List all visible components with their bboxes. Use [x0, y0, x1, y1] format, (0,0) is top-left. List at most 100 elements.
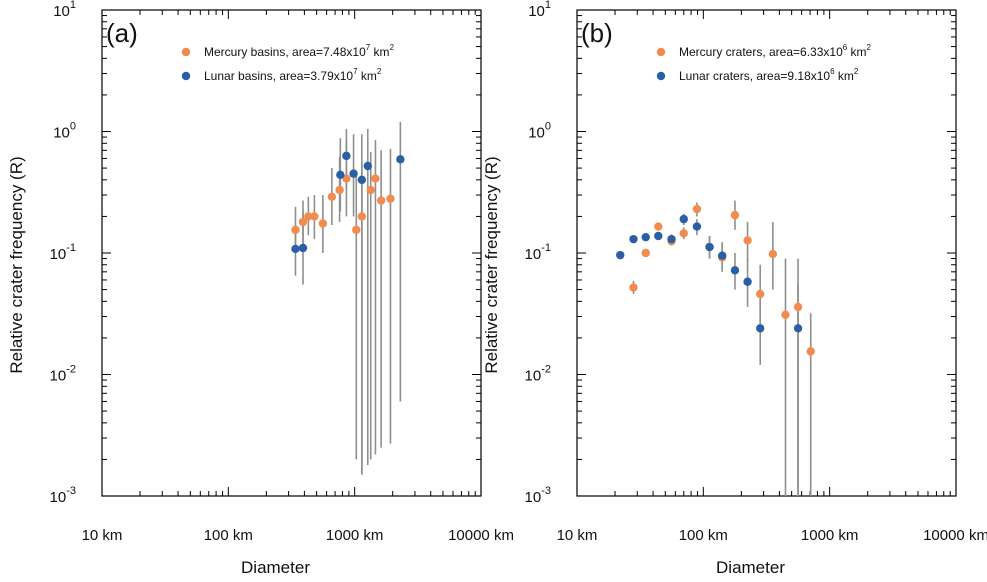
data-point	[342, 151, 351, 161]
x-tick-label: 100 km	[204, 527, 253, 544]
data-point	[781, 310, 790, 319]
y-tick-label: 100	[528, 121, 551, 142]
data-point	[318, 219, 328, 228]
y-tick-label: 10-3	[525, 485, 551, 506]
y-tick-base: 10	[528, 3, 545, 20]
legend-unit-exponent: 2	[390, 43, 395, 52]
legend-text: Mercury basins, area=7.48x10	[204, 45, 366, 59]
data-point	[641, 232, 650, 242]
legend-marker	[656, 71, 666, 81]
panel-label: (a)	[106, 18, 138, 48]
legend-text: Lunar basins, area=3.79x10	[204, 69, 353, 83]
y-tick-base: 10	[50, 246, 67, 263]
y-tick-exponent: 0	[545, 121, 551, 133]
data-point	[756, 289, 765, 299]
panel-label: (b)	[581, 18, 613, 48]
data-point	[743, 236, 752, 245]
y-tick-label: 10-2	[50, 364, 76, 385]
data-point	[667, 234, 676, 244]
data-point	[730, 266, 740, 275]
legend-marker	[656, 47, 666, 57]
y-tick-exponent: -2	[541, 364, 551, 376]
data-point	[717, 251, 727, 260]
legend-marker	[181, 47, 191, 57]
legend-text: Lunar craters, area=9.18x10	[679, 69, 830, 83]
x-tick-label: 10000 km	[923, 527, 987, 544]
data-point	[327, 192, 337, 202]
data-point	[357, 212, 367, 221]
legend-unit-exponent: 2	[377, 67, 382, 76]
legend-exponent: 7	[353, 67, 358, 76]
y-tick-exponent: -3	[66, 485, 76, 497]
y-tick-base: 10	[53, 3, 70, 20]
y-tick-base: 10	[528, 125, 545, 142]
data-point	[386, 194, 395, 203]
x-tick-label: 100 km	[679, 527, 728, 544]
legend-unit-exponent: 2	[854, 67, 859, 76]
legend-entry: Mercury craters, area=6.33x106 km2	[679, 43, 872, 59]
y-tick-exponent: -2	[66, 364, 76, 376]
data-point	[654, 231, 663, 241]
data-point	[705, 242, 714, 252]
x-tick-label: 10 km	[82, 527, 123, 544]
legend-entry: Lunar basins, area=3.79x107 km2	[204, 67, 382, 83]
x-tick-label: 1000 km	[326, 527, 384, 544]
legend-entry: Lunar craters, area=9.18x106 km2	[679, 67, 859, 83]
data-point	[352, 225, 361, 235]
data-point	[304, 212, 313, 221]
y-tick-base: 10	[50, 368, 67, 385]
data-point	[376, 196, 386, 205]
data-point	[291, 244, 300, 254]
data-point	[363, 161, 372, 171]
data-point	[310, 212, 319, 221]
x-tick-label: 1000 km	[801, 527, 859, 544]
y-tick-exponent: 1	[70, 0, 76, 11]
data-point	[679, 229, 688, 238]
legend-unit: km	[847, 45, 866, 59]
y-tick-base: 10	[53, 125, 70, 142]
y-tick-exponent: -3	[541, 485, 551, 497]
legend-exponent: 7	[366, 43, 371, 52]
legend-entry: Mercury basins, area=7.48x107 km2	[204, 43, 395, 59]
data-point	[692, 204, 702, 214]
data-point	[743, 277, 752, 286]
y-tick-base: 10	[525, 489, 542, 506]
data-point	[371, 174, 380, 183]
y-tick-base: 10	[50, 489, 67, 506]
y-tick-exponent: 1	[545, 0, 551, 11]
data-point	[730, 210, 740, 220]
data-point	[357, 175, 367, 185]
x-axis-label: Diameter	[716, 558, 785, 577]
data-point	[342, 174, 351, 183]
data-point	[298, 243, 308, 253]
data-point	[768, 249, 778, 259]
legend-exponent: 6	[830, 67, 835, 76]
data-point	[629, 283, 638, 292]
data-point	[298, 217, 308, 227]
legend-exponent: 6	[843, 43, 848, 52]
y-tick-base: 10	[525, 246, 542, 263]
data-point	[629, 234, 638, 244]
y-tick-label: 10-3	[50, 485, 76, 506]
data-point	[679, 214, 688, 224]
y-tick-label: 101	[528, 0, 551, 20]
y-tick-exponent: -1	[66, 242, 76, 254]
y-tick-base: 10	[525, 368, 542, 385]
y-tick-label: 10-2	[525, 364, 551, 385]
panel-a: 10 km 100 km 1000 km 10000 km10-310-210-110…	[7, 0, 514, 577]
y-tick-exponent: -1	[541, 242, 551, 254]
data-point	[692, 222, 702, 231]
data-point	[291, 225, 300, 235]
legend-marker	[181, 71, 191, 81]
data-point	[641, 248, 650, 258]
y-tick-label: 10-1	[525, 242, 551, 263]
legend-unit: km	[835, 69, 854, 83]
data-point	[793, 302, 803, 312]
data-point	[349, 169, 358, 178]
x-tick-label: 10000 km	[448, 527, 514, 544]
data-point	[396, 155, 405, 164]
x-tick-label: 10 km	[557, 527, 598, 544]
data-point	[654, 222, 663, 231]
legend-text: Mercury craters, area=6.33x10	[679, 45, 843, 59]
